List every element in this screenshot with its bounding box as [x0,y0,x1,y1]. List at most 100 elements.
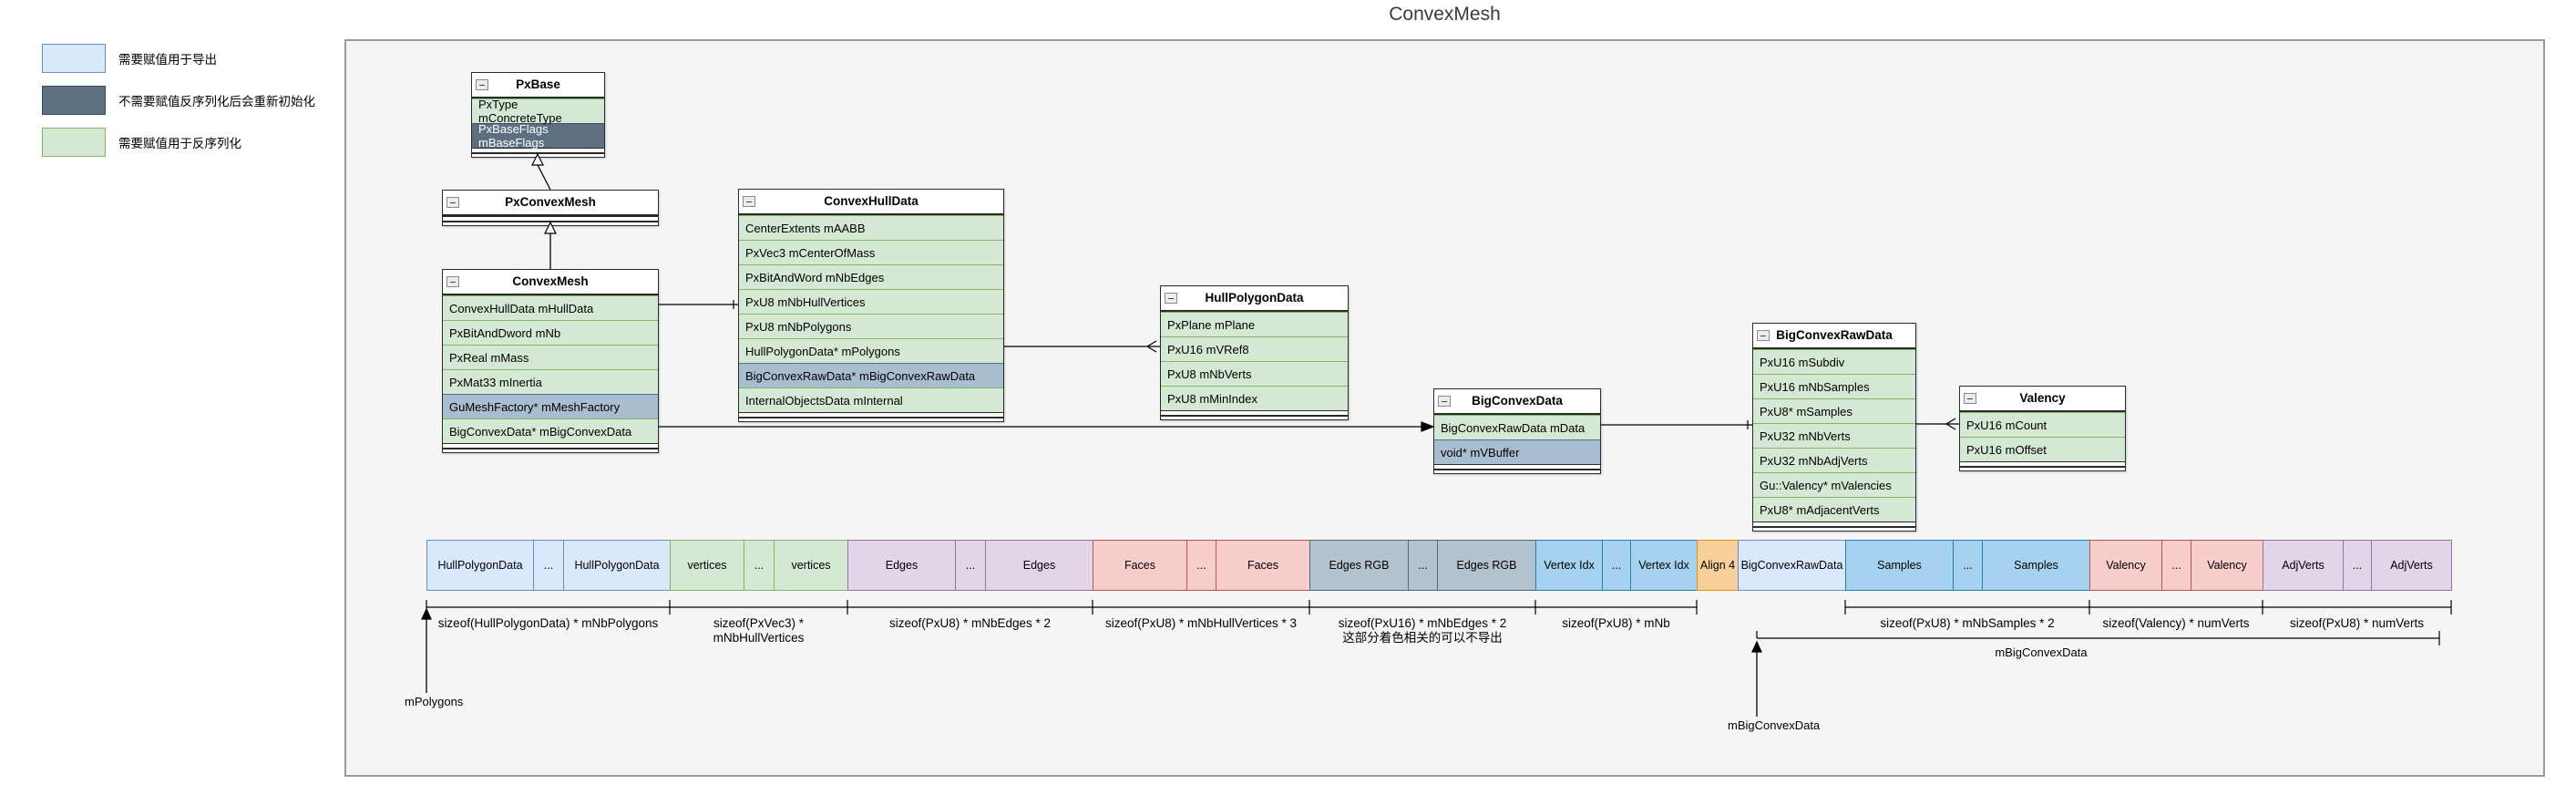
class-field-row: PxU8 mNbPolygons [739,314,1003,338]
class-field-row: PxU8 mNbHullVertices [739,289,1003,314]
memory-cell-valency: Valency [2089,540,2162,591]
class-box-bigconvexdata: BigConvexData BigConvexRawData mData void*… [1433,388,1601,474]
class-title: BigConvexRawData [1776,328,1893,342]
class-field-row: PxU32 mNbVerts [1753,423,1915,448]
class-header: ConvexHullData [739,190,1003,215]
class-header: BigConvexRawData [1753,324,1915,349]
memory-cell-bigraw: BigConvexRawData [1738,540,1846,591]
class-footer [1161,410,1348,419]
memory-cell-hullpoly: HullPolygonData [563,540,671,591]
memory-cell-edgesrgb: Edges RGB [1309,540,1409,591]
class-header: Valency [1960,387,2125,412]
memory-cell-edgesrgb: Edges RGB [1437,540,1536,591]
memory-cell-valency: Valency [2191,540,2263,591]
class-field-row: PxBitAndDword mNb [443,320,658,345]
memory-cell-faces: Faces [1093,540,1187,591]
memory-cell-vertices: vertices [670,540,744,591]
memory-cell-vertices: vertices [774,540,848,591]
class-field-row: GuMeshFactory* mMeshFactory [443,394,658,418]
legend-swatch-blue [42,44,106,73]
legend-item: 不需要赋值反序列化后会重新初始化 [42,86,315,115]
pointer-label-mpolygons: mPolygons [405,695,464,708]
class-footer [1753,522,1915,531]
memory-cell-valency: ... [2161,540,2191,591]
class-field-row: PxU16 mOffset [1960,437,2125,461]
memory-cell-vertices: ... [744,540,775,591]
class-footer [1434,464,1600,473]
collapse-icon[interactable] [446,276,459,287]
collapse-icon[interactable] [1964,393,1976,404]
memory-cell-hullpoly: HullPolygonData [426,540,534,591]
size-label: sizeof(PxU8) * mNb [1535,616,1697,631]
legend-label: 需要赋值用于反序列化 [118,137,241,150]
class-header: PxConvexMesh [443,191,658,216]
collapse-icon[interactable] [446,197,459,208]
class-title: HullPolygonData [1205,291,1304,305]
class-footer [1960,461,2125,470]
memory-cell-samples: Samples [1845,540,1954,591]
legend-swatch-dark [42,86,106,115]
size-label-text: sizeof(Valency) * numVerts [2102,616,2250,630]
class-field-row: PxPlane mPlane [1161,312,1348,336]
class-field-row: PxU32 mNbAdjVerts [1753,448,1915,472]
bracket-label-mbigconvexdata: mBigConvexData [1995,646,2088,659]
collapse-icon[interactable] [1438,396,1451,407]
legend-label: 需要赋值用于导出 [118,53,217,67]
collapse-icon[interactable] [476,79,488,90]
size-label-text: sizeof(PxVec3) * mNbHullVertices [713,616,805,645]
memory-cell-faces: Faces [1216,540,1310,591]
class-title: PxBase [516,77,560,91]
size-label-text: sizeof(PxU8) * mNbSamples * 2 [1880,616,2055,630]
class-title: PxConvexMesh [505,195,596,209]
size-label-text: sizeof(PxU8) * mNbEdges * 2 [888,616,1052,630]
memory-cell-vertexidx: Vertex Idx [1630,540,1698,591]
class-header: HullPolygonData [1161,286,1348,312]
class-field-row: PxU16 mVRef8 [1161,336,1348,361]
legend-label: 不需要赋值反序列化后会重新初始化 [118,95,315,108]
class-box-valency: Valency PxU16 mCount PxU16 mOffset [1959,386,2126,471]
class-box-convexhulldata: ConvexHullData CenterExtents mAABB PxVec3 … [738,189,1004,422]
class-field-row: PxU16 mCount [1960,412,2125,437]
memory-cell-edges: Edges [985,540,1093,591]
class-field-row: BigConvexRawData* mBigConvexRawData [739,363,1003,387]
class-field-row: PxBitAndWord mNbEdges [739,264,1003,289]
class-title: Valency [2019,391,2066,405]
class-field-row: PxU8* mSamples [1753,398,1915,423]
class-box-bigconvexrawdata: BigConvexRawData PxU16 mSubdiv PxU16 mNbSa… [1752,323,1916,532]
legend-item: 需要赋值用于反序列化 [42,128,241,157]
size-label: sizeof(PxU8) * mNbHullVertices * 3 [1093,616,1309,631]
collapse-icon[interactable] [1165,293,1177,304]
class-footer [443,216,658,225]
memory-cell-hullpoly: ... [533,540,564,591]
class-field-row: PxVec3 mCenterOfMass [739,240,1003,264]
class-footer [443,443,658,452]
collapse-icon[interactable] [1757,330,1770,341]
size-label: sizeof(HullPolygonData) * mNbPolygons [426,616,670,631]
page-title: ConvexMesh [1389,4,1501,25]
memory-cell-edges: Edges [847,540,956,591]
class-field-row: PxU8* mAdjacentVerts [1753,497,1915,522]
size-label-text: sizeof(PxU16) * mNbEdges * 2 [1338,616,1507,630]
class-footer [739,412,1003,421]
size-label-text: sizeof(PxU8) * numVerts [2289,616,2425,630]
class-field-row: void* mVBuffer [1434,439,1600,464]
class-field-row: PxMat33 mInertia [443,369,658,394]
class-field-row: PxU16 mSubdiv [1753,349,1915,374]
pointer-label-mbigconvexdata: mBigConvexData [1728,718,1821,732]
class-header: ConvexMesh [443,270,658,295]
class-header: BigConvexData [1434,389,1600,415]
class-field-row: InternalObjectsData mInternal [739,387,1003,412]
size-label-note: 这部分着色相关的可以不导出 [1342,631,1503,645]
class-field-row: PxType mConcreteType [472,98,604,125]
class-field-row: CenterExtents mAABB [739,215,1003,240]
class-title: BigConvexData [1472,394,1563,408]
size-label: sizeof(PxU8) * mNbSamples * 2 [1845,616,2089,631]
class-field-row: Gu::Valency* mValencies [1753,472,1915,497]
memory-cell-vertexidx: ... [1602,540,1631,591]
class-box-pxconvexmesh: PxConvexMesh [442,190,659,226]
class-field-row: ConvexHullData mHullData [443,295,658,320]
class-field-row: PxU8 mNbVerts [1161,361,1348,386]
collapse-icon[interactable] [743,196,755,207]
memory-cell-edgesrgb: ... [1408,540,1438,591]
size-label: sizeof(PxVec3) * mNbHullVertices [670,616,847,646]
